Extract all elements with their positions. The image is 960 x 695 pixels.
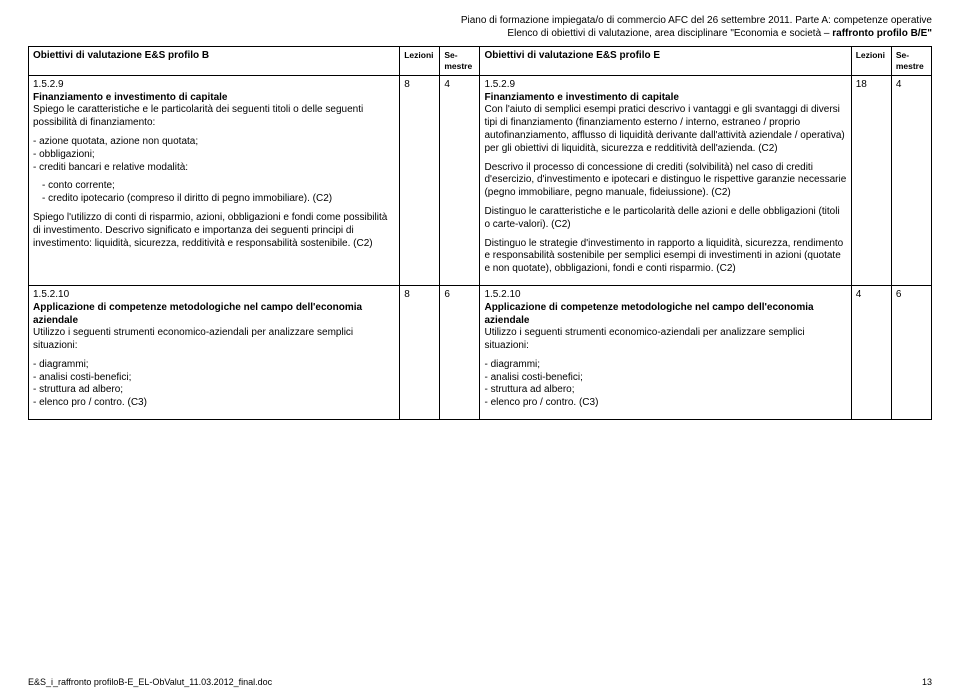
obj-text: Spiego l'utilizzo di conti di risparmio,… [33,212,395,250]
list-item: analisi costi-benefici; [484,372,846,385]
cell-e-1: 1.5.2.9 Finanziamento e investimento di … [480,75,851,285]
objectives-table: Obiettivi di valutazione E&S profilo B L… [28,46,932,420]
col-header-e: Obiettivi di valutazione E&S profilo E [480,47,851,76]
list-item: analisi costi-benefici; [33,372,395,385]
col-header-lez-e: Lezioni [851,47,891,76]
obj-text: Distinguo le strategie d'investimento in… [484,238,846,276]
obj-text: Descrivo il processo di concessione di c… [484,162,846,200]
obj-list: diagrammi; analisi costi-benefici; strut… [484,359,846,410]
list-item: conto corrente; [42,180,395,193]
col-header-sem-b: Se-mestre [440,47,480,76]
list-item: diagrammi; [484,359,846,372]
document-header: Piano di formazione impiegata/o di comme… [28,14,932,40]
obj-text: Con l'aiuto di semplici esempi pratici d… [484,104,846,155]
obj-title: Finanziamento e investimento di capitale [484,92,846,105]
obj-code: 1.5.2.9 [33,79,395,92]
list-item: struttura ad albero; [33,384,395,397]
obj-text: Utilizzo i seguenti strumenti economico-… [33,327,395,353]
obj-title: Applicazione di competenze metodologiche… [33,302,395,328]
col-header-b: Obiettivi di valutazione E&S profilo B [29,47,400,76]
obj-list: azione quotata, azione non quotata; obbl… [33,136,395,174]
cell-e-2: 1.5.2.10 Applicazione di competenze meto… [480,285,851,419]
list-item: obbligazioni; [33,149,395,162]
cell-b-1: 1.5.2.9 Finanziamento e investimento di … [29,75,400,285]
cell-lez-e-1: 18 [851,75,891,285]
header-line-2: Elenco di obiettivi di valutazione, area… [28,27,932,40]
table-row: 1.5.2.10 Applicazione di competenze meto… [29,285,932,419]
list-item: struttura ad albero; [484,384,846,397]
header-line-1: Piano di formazione impiegata/o di comme… [28,14,932,27]
list-item: diagrammi; [33,359,395,372]
cell-sem-b-2: 6 [440,285,480,419]
cell-sem-e-2: 6 [891,285,931,419]
obj-text: Utilizzo i seguenti strumenti economico-… [484,327,846,353]
obj-text: Spiego le caratteristiche e le particola… [33,104,395,130]
cell-lez-b-1: 8 [400,75,440,285]
obj-title: Applicazione di competenze metodologiche… [484,302,846,328]
footer: E&S_i_raffronto profiloB-E_EL-ObValut_11… [28,677,932,687]
obj-code: 1.5.2.9 [484,79,846,92]
list-item: crediti bancari e relative modalità: [33,162,395,175]
obj-code: 1.5.2.10 [33,289,395,302]
cell-lez-e-2: 4 [851,285,891,419]
footer-page-number: 13 [922,677,932,687]
cell-sem-b-1: 4 [440,75,480,285]
cell-lez-b-2: 8 [400,285,440,419]
list-item: elenco pro / contro. (C3) [484,397,846,410]
list-item: elenco pro / contro. (C3) [33,397,395,410]
obj-text: Distinguo le caratteristiche e le partic… [484,206,846,232]
cell-b-2: 1.5.2.10 Applicazione di competenze meto… [29,285,400,419]
table-header-row: Obiettivi di valutazione E&S profilo B L… [29,47,932,76]
list-item: azione quotata, azione non quotata; [33,136,395,149]
obj-sublist: conto corrente; credito ipotecario (comp… [33,180,395,206]
obj-title: Finanziamento e investimento di capitale [33,92,395,105]
cell-sem-e-1: 4 [891,75,931,285]
col-header-sem-e: Se-mestre [891,47,931,76]
footer-filename: E&S_i_raffronto profiloB-E_EL-ObValut_11… [28,677,272,687]
list-item: credito ipotecario (compreso il diritto … [42,193,395,206]
table-row: 1.5.2.9 Finanziamento e investimento di … [29,75,932,285]
obj-list: diagrammi; analisi costi-benefici; strut… [33,359,395,410]
col-header-lez-b: Lezioni [400,47,440,76]
obj-code: 1.5.2.10 [484,289,846,302]
